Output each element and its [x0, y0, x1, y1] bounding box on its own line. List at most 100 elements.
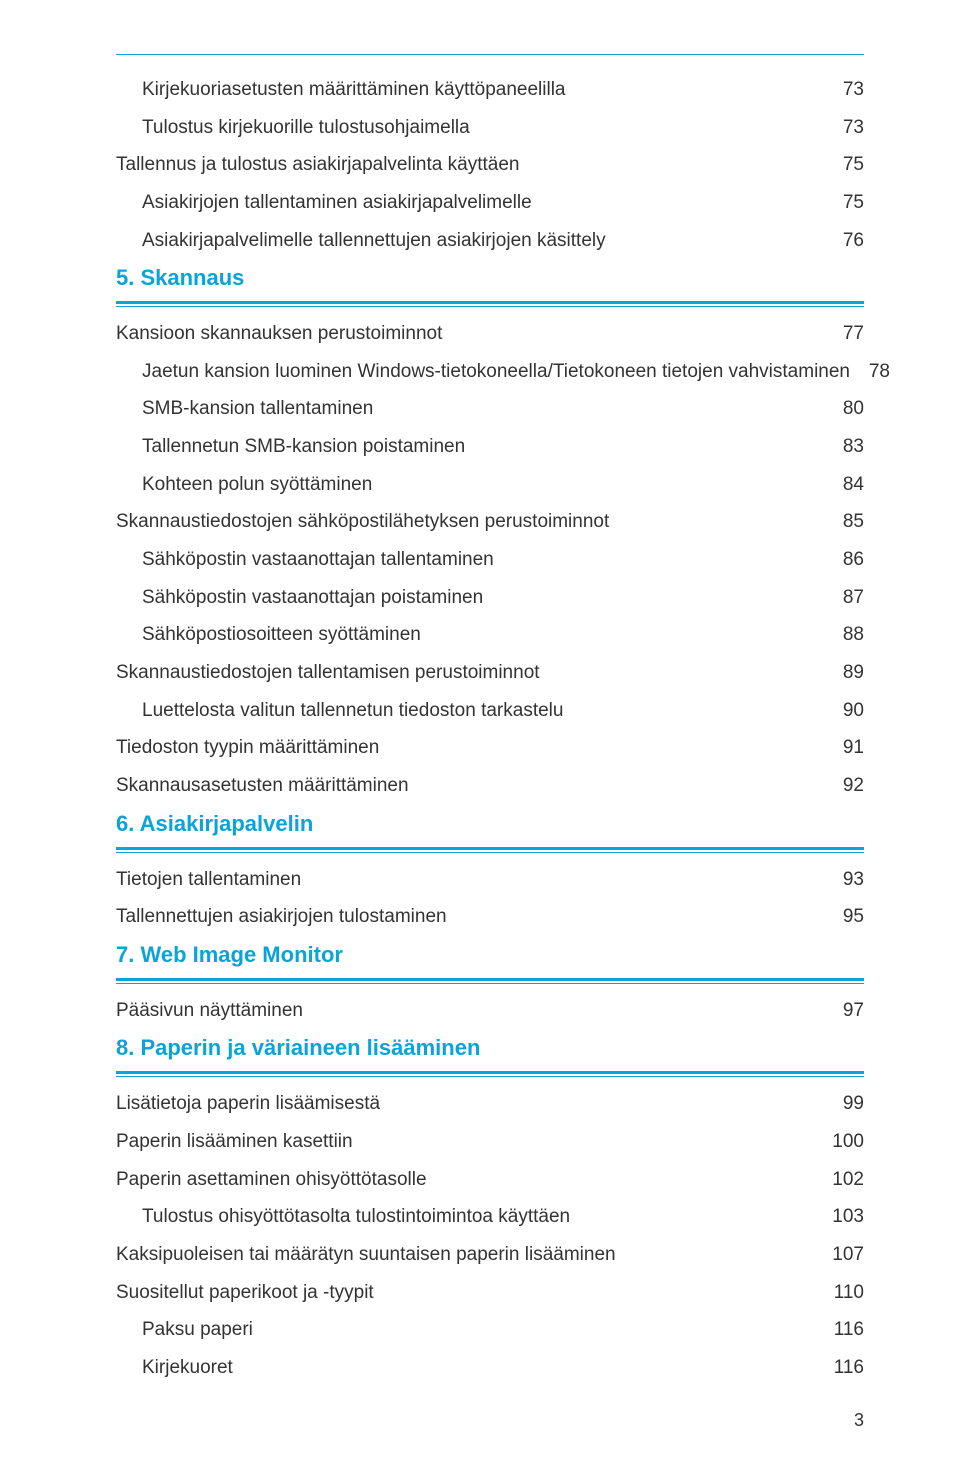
toc-entry: SMB-kansion tallentaminen 80 — [116, 396, 864, 422]
toc-entry: Kansioon skannauksen perustoiminnot 77 — [116, 321, 864, 347]
toc-entry: Skannaustiedostojen tallentamisen perust… — [116, 660, 864, 686]
toc-entry-label: Sähköpostin vastaanottajan poistaminen — [142, 585, 483, 611]
toc-entry-page: 99 — [828, 1091, 864, 1117]
toc-entry: Tallennetun SMB-kansion poistaminen 83 — [116, 434, 864, 460]
section-rule — [116, 847, 864, 853]
toc-entry-page: 77 — [828, 321, 864, 347]
toc-entry-page: 95 — [828, 904, 864, 930]
toc-entry: Kohteen polun syöttäminen 84 — [116, 472, 864, 498]
toc-entry: Sähköpostiosoitteen syöttäminen 88 — [116, 622, 864, 648]
section-heading-label: 8. Paperin ja väriaineen lisääminen — [116, 1035, 480, 1060]
toc-entry: Paperin asettaminen ohisyöttötasolle 102 — [116, 1167, 864, 1193]
toc-entry-page: 73 — [828, 77, 864, 103]
toc-entry-label: Tietojen tallentaminen — [116, 867, 301, 893]
toc-entry-label: Tulostus ohisyöttötasolta tulostintoimin… — [142, 1204, 570, 1230]
toc-entry-page: 78 — [854, 359, 890, 385]
toc-entry-label: Pääsivun näyttäminen — [116, 998, 303, 1024]
toc-entry-page: 75 — [828, 190, 864, 216]
toc-entry: Lisätietoja paperin lisäämisestä 99 — [116, 1091, 864, 1117]
toc-entry-page: 85 — [828, 509, 864, 535]
toc-entry-label: Tallennetun SMB-kansion poistaminen — [142, 434, 465, 460]
toc-entry-label: Tiedoston tyypin määrittäminen — [116, 735, 379, 761]
toc-entry: Tietojen tallentaminen 93 — [116, 867, 864, 893]
toc-entry-label: Luettelosta valitun tallennetun tiedosto… — [142, 698, 563, 724]
section-heading: 6. Asiakirjapalvelin — [116, 811, 864, 837]
toc-entry-label: Tallennus ja tulostus asiakirjapalvelint… — [116, 152, 519, 178]
toc-entry-label: Asiakirjapalvelimelle tallennettujen asi… — [142, 228, 606, 254]
toc-entry-label: Sähköpostin vastaanottajan tallentaminen — [142, 547, 494, 573]
toc-entry: Asiakirjapalvelimelle tallennettujen asi… — [116, 228, 864, 254]
toc-entry-page: 102 — [828, 1167, 864, 1193]
section-heading: 7. Web Image Monitor — [116, 942, 864, 968]
toc-entry-page: 89 — [828, 660, 864, 686]
toc-entry: Kirjekuoret116 — [116, 1355, 864, 1381]
toc-entry-label: Jaetun kansion luominen Windows-tietokon… — [142, 359, 850, 385]
toc-entry-page: 80 — [828, 396, 864, 422]
toc-entry-page: 103 — [828, 1204, 864, 1230]
toc-entry-label: Kaksipuoleisen tai määrätyn suuntaisen p… — [116, 1242, 616, 1268]
toc-entry-label: Kohteen polun syöttäminen — [142, 472, 372, 498]
toc-entry: Kirjekuoriasetusten määrittäminen käyttö… — [116, 77, 864, 103]
toc-entry-page: 73 — [828, 115, 864, 141]
toc-entry-label: Skannaustiedostojen tallentamisen perust… — [116, 660, 540, 686]
toc-entry-label: Sähköpostiosoitteen syöttäminen — [142, 622, 421, 648]
document-page: Kirjekuoriasetusten määrittäminen käyttö… — [0, 0, 960, 1461]
toc-entry-page: 90 — [828, 698, 864, 724]
toc-entry-label: Suositellut paperikoot ja -tyypit — [116, 1280, 374, 1306]
top-rule — [116, 54, 864, 55]
toc-entry-label: Paksu paperi — [142, 1317, 253, 1343]
section-heading: 5. Skannaus — [116, 265, 864, 291]
toc-entry-label: SMB-kansion tallentaminen — [142, 396, 373, 422]
toc-entry: Sähköpostin vastaanottajan tallentaminen… — [116, 547, 864, 573]
toc-entry: Skannaustiedostojen sähköpostilähetyksen… — [116, 509, 864, 535]
section-rule — [116, 1071, 864, 1077]
toc-entry-page: 97 — [828, 998, 864, 1024]
toc-entry-page: 87 — [828, 585, 864, 611]
section-rule — [116, 978, 864, 984]
toc-entry: Jaetun kansion luominen Windows-tietokon… — [116, 359, 864, 385]
toc-entry: Skannausasetusten määrittäminen 92 — [116, 773, 864, 799]
toc-entry-page: 76 — [828, 228, 864, 254]
toc-entry-label: Skannausasetusten määrittäminen — [116, 773, 409, 799]
toc-entry-page: 88 — [828, 622, 864, 648]
toc-entry-page: 93 — [828, 867, 864, 893]
toc-entry: Tiedoston tyypin määrittäminen 91 — [116, 735, 864, 761]
toc-entry-label: Paperin lisääminen kasettiin — [116, 1129, 353, 1155]
toc-entry-label: Lisätietoja paperin lisäämisestä — [116, 1091, 380, 1117]
toc-entry: Paksu paperi 116 — [116, 1317, 864, 1343]
toc-entry: Tallennettujen asiakirjojen tulostaminen… — [116, 904, 864, 930]
section-rule — [116, 301, 864, 307]
section-heading: 8. Paperin ja väriaineen lisääminen — [116, 1035, 864, 1061]
toc-entry-page: 75 — [828, 152, 864, 178]
toc-entry-page: 92 — [828, 773, 864, 799]
toc-entry: Suositellut paperikoot ja -tyypit 110 — [116, 1280, 864, 1306]
toc-entry: Tulostus kirjekuorille tulostusohjaimell… — [116, 115, 864, 141]
toc-entry-page: 84 — [828, 472, 864, 498]
toc-entry: Tulostus ohisyöttötasolta tulostintoimin… — [116, 1204, 864, 1230]
toc-entry-page: 83 — [828, 434, 864, 460]
toc-entry-label: Tulostus kirjekuorille tulostusohjaimell… — [142, 115, 470, 141]
toc-entry-page: 100 — [828, 1129, 864, 1155]
toc-entry-label: Kirjekuoret — [142, 1355, 233, 1381]
toc-entry: Sähköpostin vastaanottajan poistaminen 87 — [116, 585, 864, 611]
toc-entry: Asiakirjojen tallentaminen asiakirjapalv… — [116, 190, 864, 216]
toc-entry-page: 110 — [828, 1280, 864, 1306]
toc-entry: Paperin lisääminen kasettiin 100 — [116, 1129, 864, 1155]
toc-entry: Kaksipuoleisen tai määrätyn suuntaisen p… — [116, 1242, 864, 1268]
toc-entry-page: 91 — [828, 735, 864, 761]
section-heading-label: 5. Skannaus — [116, 265, 244, 290]
toc-entry-label: Kirjekuoriasetusten määrittäminen käyttö… — [142, 77, 566, 103]
toc-entry: Tallennus ja tulostus asiakirjapalvelint… — [116, 152, 864, 178]
section-heading-label: 7. Web Image Monitor — [116, 942, 343, 967]
toc-entry: Pääsivun näyttäminen 97 — [116, 998, 864, 1024]
toc-entry-label: Paperin asettaminen ohisyöttötasolle — [116, 1167, 427, 1193]
toc-entry-page: 86 — [828, 547, 864, 573]
table-of-contents: Kirjekuoriasetusten määrittäminen käyttö… — [116, 54, 864, 1381]
toc-entry-page: 107 — [828, 1242, 864, 1268]
toc-entry-label: Tallennettujen asiakirjojen tulostaminen — [116, 904, 447, 930]
toc-entry-label: Skannaustiedostojen sähköpostilähetyksen… — [116, 509, 609, 535]
toc-entry-page: 116 — [828, 1317, 864, 1343]
page-number: 3 — [854, 1410, 864, 1431]
toc-entry-label: Kansioon skannauksen perustoiminnot — [116, 321, 442, 347]
toc-entry-label: Asiakirjojen tallentaminen asiakirjapalv… — [142, 190, 532, 216]
